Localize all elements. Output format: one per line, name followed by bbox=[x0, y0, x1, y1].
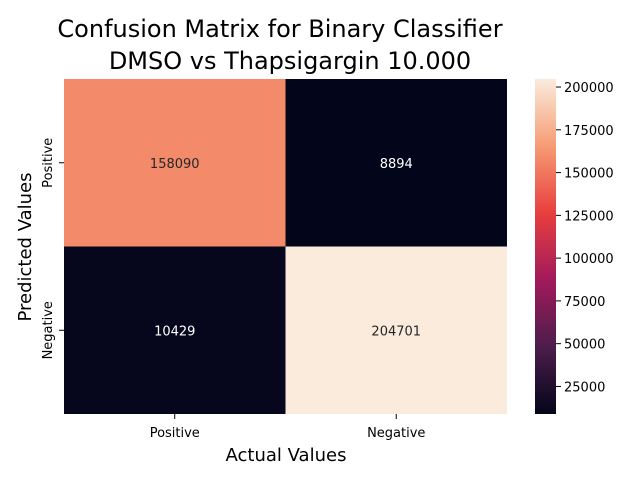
chart-subtitle: DMSO vs Thapsigargin 10.000 bbox=[109, 47, 471, 75]
cell-value-label: 158090 bbox=[150, 157, 200, 172]
colorbar-tick-label: 125000 bbox=[564, 209, 614, 224]
colorbar-gradient bbox=[535, 79, 556, 414]
x-axis-label: Actual Values bbox=[226, 445, 347, 466]
x-tick-label: Positive bbox=[150, 426, 200, 441]
heatmap-cells: 158090 8894 10429 204701 bbox=[64, 79, 507, 414]
colorbar: 25000 50000 75000 100000 125000 150000 175000 2… bbox=[535, 79, 614, 414]
colorbar-tick-label: 25000 bbox=[564, 380, 605, 395]
colorbar-tick-label: 100000 bbox=[564, 252, 614, 267]
x-tick-label: Negative bbox=[367, 426, 425, 441]
colorbar-tick-label: 200000 bbox=[564, 81, 614, 96]
heatmap-cell bbox=[285, 246, 507, 414]
axis-ticks: Positive Negative Positive Negative bbox=[41, 138, 425, 441]
heatmap-cell bbox=[285, 79, 507, 247]
colorbar-tick-label: 50000 bbox=[564, 338, 605, 353]
colorbar-tick-label: 150000 bbox=[564, 167, 614, 182]
y-tick-label: Positive bbox=[41, 138, 56, 188]
colorbar-tick-label: 175000 bbox=[564, 124, 614, 139]
colorbar-tick-label: 75000 bbox=[564, 295, 605, 310]
heatmap-cell bbox=[64, 246, 286, 414]
y-tick-label: Negative bbox=[41, 301, 56, 359]
cell-value-label: 8894 bbox=[380, 157, 413, 172]
y-axis-label: Predicted Values bbox=[15, 172, 36, 321]
chart-title: Confusion Matrix for Binary Classifier bbox=[57, 15, 502, 43]
cell-value-label: 10429 bbox=[154, 324, 195, 339]
heatmap-cell bbox=[64, 79, 286, 247]
cell-value-label: 204701 bbox=[371, 324, 421, 339]
